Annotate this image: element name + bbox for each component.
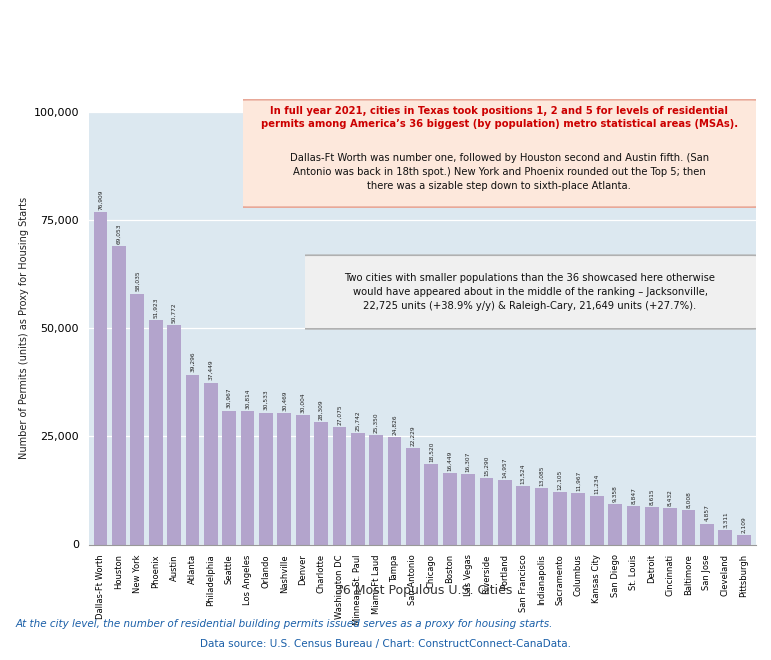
Text: 14,957: 14,957 (502, 457, 507, 478)
Bar (553, 492, 567, 544)
Text: 13,524: 13,524 (520, 463, 526, 484)
Text: 30,469: 30,469 (282, 390, 287, 411)
Text: 24,826: 24,826 (392, 414, 397, 435)
Text: (FULL YEAR 2021): (FULL YEAR 2021) (311, 73, 460, 88)
Text: 25,742: 25,742 (355, 411, 360, 431)
Bar (480, 478, 493, 544)
Text: 16,307: 16,307 (466, 451, 470, 472)
Text: 69,053: 69,053 (116, 223, 122, 244)
Bar (424, 465, 438, 544)
Bar (498, 480, 512, 544)
Text: 4,857: 4,857 (705, 504, 709, 521)
Text: 9,358: 9,358 (612, 485, 618, 502)
Text: 15,290: 15,290 (484, 456, 489, 477)
Text: 18,520: 18,520 (429, 442, 434, 462)
Text: 28,309: 28,309 (318, 399, 324, 420)
Text: Two cities with smaller populations than the 36 showcased here otherwise
would h: Two cities with smaller populations than… (345, 273, 715, 311)
Text: At the city level, the number of residential building permits issued serves as a: At the city level, the number of residen… (15, 618, 553, 629)
FancyBboxPatch shape (234, 100, 764, 207)
Bar (130, 294, 144, 544)
Bar (719, 530, 732, 544)
Text: 51,923: 51,923 (153, 298, 158, 318)
Bar (682, 510, 695, 544)
Bar (351, 433, 365, 544)
Text: 76,909: 76,909 (98, 189, 103, 210)
Text: 30,004: 30,004 (300, 392, 305, 412)
Y-axis label: Number of Permits (units) as Proxy for Housing Starts: Number of Permits (units) as Proxy for H… (19, 197, 29, 459)
Text: 50,772: 50,772 (172, 302, 177, 323)
Bar (461, 474, 475, 544)
Bar (204, 383, 217, 544)
Text: 8,432: 8,432 (668, 489, 672, 506)
Text: 36 Most Populous U.S. Cities: 36 Most Populous U.S. Cities (335, 584, 513, 597)
Bar (259, 412, 273, 544)
Bar (167, 325, 181, 544)
Text: 11,967: 11,967 (576, 471, 581, 490)
Bar (296, 414, 310, 544)
Bar (369, 435, 383, 544)
Text: 37,449: 37,449 (208, 360, 214, 380)
Text: THE 36 MOST POPULOUS U.S. METRO STATISTICAL AREAS (MSAs): THE 36 MOST POPULOUS U.S. METRO STATISTI… (80, 43, 691, 61)
Bar (149, 320, 163, 544)
Text: 16,449: 16,449 (447, 451, 452, 471)
Bar (112, 246, 126, 544)
Text: 8,847: 8,847 (631, 487, 636, 504)
Bar (332, 428, 346, 544)
Text: 12,105: 12,105 (557, 470, 562, 490)
Bar (388, 437, 402, 544)
Text: 8,008: 8,008 (686, 491, 691, 508)
Bar (241, 411, 254, 544)
Text: Dallas-Ft Worth was number one, followed by Houston second and Austin fifth. (Sa: Dallas-Ft Worth was number one, followed… (290, 153, 709, 191)
Text: 8,615: 8,615 (649, 488, 655, 505)
Bar (571, 493, 585, 544)
Text: 58,035: 58,035 (135, 271, 140, 292)
Bar (645, 508, 658, 544)
Text: 2,109: 2,109 (741, 517, 746, 533)
Bar (222, 411, 236, 544)
Bar (608, 504, 622, 544)
Text: YEAR TO DATE RESIDENTIAL PERMITS ISSUED (UNITS) IN: YEAR TO DATE RESIDENTIAL PERMITS ISSUED … (122, 14, 649, 32)
FancyBboxPatch shape (297, 255, 763, 329)
Text: 11,234: 11,234 (594, 473, 599, 494)
Bar (700, 523, 714, 544)
Bar (627, 506, 640, 544)
Bar (315, 422, 328, 544)
Bar (186, 375, 200, 544)
Bar (590, 496, 604, 544)
Bar (663, 508, 677, 544)
Text: 30,814: 30,814 (245, 389, 250, 409)
Text: 3,311: 3,311 (722, 512, 728, 528)
Text: 39,296: 39,296 (190, 352, 195, 372)
Bar (278, 412, 291, 544)
Bar (443, 473, 456, 544)
Text: In full year 2021, cities in Texas took positions 1, 2 and 5 for levels of resid: In full year 2021, cities in Texas took … (261, 106, 738, 129)
Bar (94, 212, 107, 544)
Bar (406, 448, 420, 544)
Text: 30,533: 30,533 (264, 389, 268, 411)
Text: 27,075: 27,075 (337, 405, 342, 425)
Text: Data source: U.S. Census Bureau / Chart: ConstructConnect-CanaData.: Data source: U.S. Census Bureau / Chart:… (200, 638, 571, 649)
Text: 22,229: 22,229 (410, 426, 416, 446)
Text: 25,350: 25,350 (374, 412, 379, 433)
Bar (534, 488, 548, 544)
Text: 30,967: 30,967 (227, 388, 232, 409)
Bar (737, 535, 750, 544)
Text: 13,085: 13,085 (539, 465, 544, 486)
Bar (517, 486, 530, 544)
